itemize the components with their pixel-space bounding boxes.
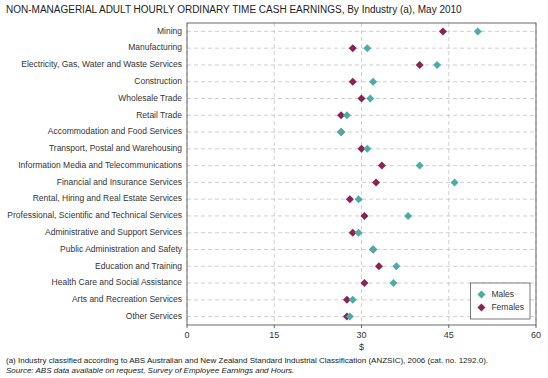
title-group: NON-MANAGERIAL ADULT HOURLY ORDINARY TIM… (6, 4, 462, 15)
x-tick (448, 325, 449, 328)
category-label: Construction (134, 76, 182, 86)
title: NON-MANAGERIAL ADULT HOURLY ORDINARY TIM… (6, 4, 462, 15)
x-tick-label: 30 (356, 330, 366, 340)
plot-frame (187, 23, 536, 325)
grid (187, 23, 536, 325)
legend: Males Females (470, 283, 530, 319)
dot (360, 212, 368, 220)
legend-box (470, 283, 530, 319)
footnote-line: (a) Industry classified according to ABS… (6, 356, 488, 365)
dot (392, 262, 400, 270)
series (337, 27, 482, 320)
category-label: Financial and Insurance Services (57, 177, 182, 187)
dot (369, 246, 377, 254)
category-label: Arts and Recreation Services (72, 294, 182, 304)
x-axis: 0 15 30 45 60 (184, 325, 541, 340)
footnote-line: Source: ABS data available on request, S… (6, 366, 294, 375)
dot (349, 78, 357, 86)
x-tick-label: 15 (269, 330, 279, 340)
legend-marker (477, 304, 485, 312)
category-label: Professional, Scientific and Technical S… (7, 210, 182, 220)
category-label: Education and Training (95, 261, 182, 271)
category-label: Information Media and Telecommunications (18, 160, 182, 170)
dot (346, 313, 354, 321)
x-tick (187, 325, 188, 328)
dot (355, 195, 363, 203)
row-grid-line (187, 266, 536, 267)
dot (349, 296, 357, 304)
dot (366, 95, 374, 103)
dot (375, 262, 383, 270)
dot (433, 61, 441, 69)
dot (416, 61, 424, 69)
y-axis-labels: Mining Manufacturing Electricity, Gas, Wat… (7, 26, 182, 321)
category-label: Accommodation and Food Services (48, 126, 182, 136)
dot (360, 279, 368, 287)
x-grid-line (448, 23, 449, 325)
dot (451, 178, 459, 186)
legend-marker (477, 291, 485, 299)
category-label: Other Services (126, 311, 182, 321)
dot (404, 212, 412, 220)
category-label: Wholesale Trade (118, 93, 182, 103)
category-label: Rental, Hiring and Real Estate Services (33, 193, 182, 203)
category-label: Health Care and Social Assistance (52, 277, 183, 287)
x-grid-line (274, 23, 275, 325)
category-label: Transport, Postal and Warehousing (49, 143, 182, 153)
dot (337, 128, 345, 136)
category-label: Mining (157, 26, 182, 36)
category-label: Administrative and Support Services (45, 227, 182, 237)
x-grid-line (361, 23, 362, 325)
x-tick (536, 325, 537, 328)
footnote: (a) Industry classified according to ABS… (6, 356, 488, 365)
dot (474, 27, 482, 35)
dot (355, 229, 363, 237)
dot (372, 178, 380, 186)
dot (349, 44, 357, 52)
category-label: Public Administration and Safety (60, 244, 183, 254)
legend-label: Males (491, 289, 514, 299)
dot (363, 44, 371, 52)
x-tick-label: 0 (184, 330, 189, 340)
dot (369, 78, 377, 86)
x-axis-label: $ (359, 342, 364, 352)
category-label: Retail Trade (136, 110, 182, 120)
dot (358, 95, 366, 103)
dot (337, 128, 345, 136)
data-points (337, 27, 482, 320)
x-tick (361, 325, 362, 328)
chart: NON-MANAGERIAL ADULT HOURLY ORDINARY TIM… (0, 0, 548, 378)
row-grid-line (187, 182, 536, 183)
footnote-group: Source: ABS data available on request, S… (6, 366, 294, 375)
legend-label: Females (491, 302, 524, 312)
footnote: Source: ABS data available on request, S… (6, 366, 294, 375)
x-tick (274, 325, 275, 328)
dot (389, 279, 397, 287)
x-tick-label: 45 (444, 330, 454, 340)
dot (346, 195, 354, 203)
dot (439, 27, 447, 35)
dot (416, 162, 424, 170)
x-tick-label: 60 (531, 330, 541, 340)
series (337, 27, 447, 320)
dot (343, 111, 351, 119)
dot (369, 246, 377, 254)
dot (378, 162, 386, 170)
category-label: Manufacturing (128, 42, 182, 52)
dot (363, 145, 371, 153)
category-label: Electricity, Gas, Water and Waste Servic… (21, 59, 182, 69)
footnote-group: (a) Industry classified according to ABS… (6, 356, 488, 365)
title-line: NON-MANAGERIAL ADULT HOURLY ORDINARY TIM… (6, 4, 462, 15)
